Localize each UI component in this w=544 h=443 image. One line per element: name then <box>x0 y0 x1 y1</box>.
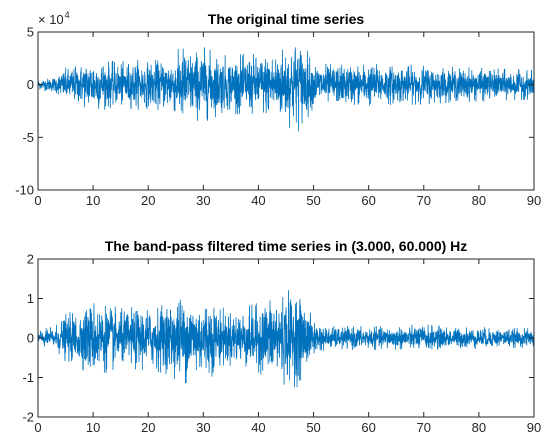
x-tick-label: 50 <box>306 420 320 435</box>
x-tick-label: 60 <box>361 193 375 208</box>
y-tick-label: -10 <box>15 183 34 198</box>
bottom-chart: 0 10 20 30 40 50 60 70 80 90 -2 -1 0 1 2 The band-pass … <box>22 238 541 435</box>
y-exponent-label: × 10 <box>38 12 64 27</box>
x-tick-label: 30 <box>196 420 210 435</box>
y-tick-label: 0 <box>27 77 34 92</box>
x-tick-label: 30 <box>196 193 210 208</box>
series-line <box>37 47 535 132</box>
x-tick-label: 90 <box>527 193 541 208</box>
chart-title: The original time series <box>208 11 365 27</box>
x-tick-label: 20 <box>141 193 155 208</box>
y-tick-label: 5 <box>27 25 34 40</box>
plot-area <box>38 32 534 190</box>
x-tick-label: 0 <box>34 193 41 208</box>
chart-title: The band-pass filtered time series in (3… <box>105 238 468 254</box>
x-tick-label: 80 <box>472 193 486 208</box>
x-tick-label: 70 <box>417 193 431 208</box>
x-tick-label: 0 <box>34 420 41 435</box>
x-tick-label: 10 <box>86 193 100 208</box>
series-line <box>37 290 535 388</box>
y-tick-label: -2 <box>22 410 34 425</box>
y-exponent-power: 4 <box>65 10 70 20</box>
x-tick-label: 70 <box>417 420 431 435</box>
x-tick-label: 40 <box>251 420 265 435</box>
x-tick-label: 80 <box>472 420 486 435</box>
top-chart: 0 10 20 30 40 50 60 70 80 90 -10 -5 0 5 The original t… <box>15 10 541 208</box>
axes-box <box>37 31 535 191</box>
y-tick-label: -1 <box>22 370 34 385</box>
x-tick-label: 50 <box>306 193 320 208</box>
y-tick-label: -5 <box>22 130 34 145</box>
x-tick-label: 20 <box>141 420 155 435</box>
y-tick-label: 0 <box>27 331 34 346</box>
x-tick-label: 10 <box>86 420 100 435</box>
x-tick-label: 90 <box>527 420 541 435</box>
y-tick-label: 1 <box>27 291 34 306</box>
y-tick-label: 2 <box>27 252 34 267</box>
x-tick-label: 40 <box>251 193 265 208</box>
x-tick-label: 60 <box>361 420 375 435</box>
